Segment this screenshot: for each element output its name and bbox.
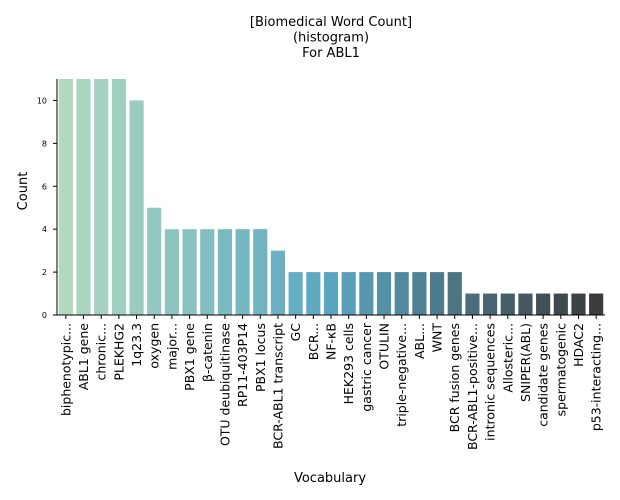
chart-title-line-2: (histogram) <box>293 31 369 46</box>
y-tick-label-0: 0 <box>42 311 47 320</box>
x-tick-label-6: oxygen <box>147 323 162 369</box>
bar-3 <box>94 79 109 315</box>
x-tick-label-30: HDAC2 <box>571 323 586 367</box>
x-tick-label-14: GC <box>288 323 303 342</box>
chart-title-line-1: [Biomedical Word Count] <box>250 15 412 30</box>
bar-14 <box>288 272 303 315</box>
bar-31 <box>589 293 604 315</box>
bar-22 <box>429 272 445 315</box>
y-tick-label-10: 10 <box>37 96 47 105</box>
y-tick-label-6: 6 <box>42 182 47 191</box>
x-tick-label-11: RP11-403P14 <box>235 323 250 407</box>
bar-17 <box>341 272 356 315</box>
y-tick-label-8: 8 <box>42 139 47 148</box>
x-tick-label-28: candidate genes <box>536 323 551 427</box>
bars <box>58 79 604 315</box>
x-tick-label-15: BCR... <box>306 323 321 360</box>
x-tick-label-2: ABL1 gene <box>76 323 91 391</box>
bar-20 <box>394 272 409 315</box>
bar-23 <box>447 272 462 315</box>
bar-12 <box>253 229 268 315</box>
x-tick-label-23: BCR fusion genes <box>447 323 462 432</box>
x-tick-label-9: β-catenin <box>200 323 215 382</box>
bar-24 <box>465 293 480 315</box>
bar-18 <box>359 272 374 315</box>
bar-15 <box>306 272 321 315</box>
bar-16 <box>323 272 339 315</box>
bar-26 <box>500 293 515 315</box>
x-tick-label-1: biphenotypic... <box>58 323 73 416</box>
bar-2 <box>76 79 91 315</box>
bar-5 <box>129 100 144 315</box>
x-tick-label-26: Allosteric... <box>500 323 515 393</box>
bar-30 <box>571 293 586 315</box>
x-tick-label-7: major... <box>164 323 179 370</box>
chart-title-line-3: For ABL1 <box>302 46 360 61</box>
y-axis-ticks: 0 2 4 6 8 10 <box>37 96 57 320</box>
x-tick-label-5: 1q23.3 <box>129 323 144 367</box>
x-tick-label-18: gastric cancer <box>359 322 374 411</box>
bar-21 <box>412 272 427 315</box>
x-tick-label-13: BCR-ABL1 transcript <box>270 323 285 449</box>
x-tick-label-27: SNIPER(ABL) <box>518 323 533 402</box>
x-tick-label-17: HEK293 cells <box>341 323 356 404</box>
bar-9 <box>200 229 215 315</box>
bar-19 <box>376 272 392 315</box>
bar-1 <box>58 79 73 315</box>
x-tick-label-25: intronic sequences <box>483 323 498 441</box>
x-tick-label-4: PLEKHG2 <box>111 323 126 381</box>
x-tick-label-24: BCR-ABL1-positive... <box>465 323 480 450</box>
bar-4 <box>111 79 126 315</box>
y-tick-label-2: 2 <box>42 268 47 277</box>
bar-25 <box>483 293 498 315</box>
x-tick-label-31: p53-interacting... <box>589 323 604 431</box>
x-tick-label-22: WNT <box>430 323 445 353</box>
y-axis-label: Count <box>16 172 31 211</box>
x-tick-label-3: chronic... <box>94 323 109 381</box>
x-tick-label-8: PBX1 gene <box>182 323 197 391</box>
y-tick-label-4: 4 <box>42 225 47 234</box>
x-axis-label: Vocabulary <box>294 471 366 486</box>
x-tick-label-20: triple-negative... <box>394 323 409 427</box>
x-tick-label-12: PBX1 locus <box>253 323 268 392</box>
bar-6 <box>147 207 162 315</box>
bar-27 <box>518 293 533 315</box>
bar-29 <box>553 293 568 315</box>
bar-7 <box>164 229 179 315</box>
x-tick-label-10: OTU deubiquitinase <box>217 323 232 446</box>
bar-11 <box>235 229 250 315</box>
x-tick-label-16: NF-κB <box>324 323 339 360</box>
x-tick-label-29: spermatogenic <box>553 323 568 416</box>
x-tick-label-19: OTULIN <box>377 323 392 370</box>
bar-13 <box>270 250 286 315</box>
chart-title: [Biomedical Word Count](histogram)For AB… <box>250 15 412 61</box>
bar-10 <box>217 229 232 315</box>
bar-28 <box>536 293 551 315</box>
x-tick-label-21: ABL... <box>412 323 427 359</box>
bar-8 <box>182 229 197 315</box>
x-axis-ticks: biphenotypic... ABL1 gene chronic... PLEKHG… <box>58 315 604 450</box>
